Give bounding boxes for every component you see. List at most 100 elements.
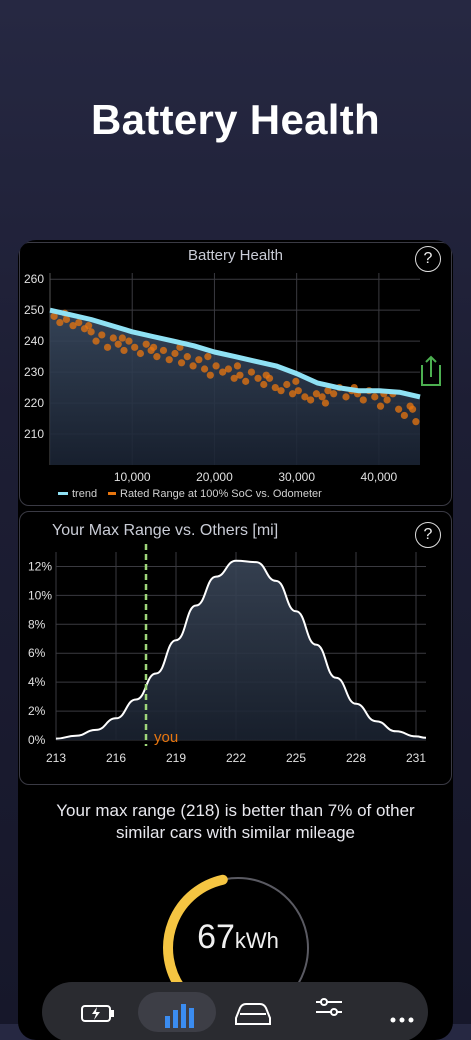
x-tick-label: 225 xyxy=(286,751,306,765)
data-point xyxy=(400,411,408,420)
x-tick-label: 30,000 xyxy=(278,470,315,484)
car-icon xyxy=(235,1003,271,1025)
battery-charging-icon xyxy=(81,1005,114,1022)
data-point xyxy=(230,374,238,382)
data-point xyxy=(103,343,112,351)
you-marker-label: you xyxy=(154,729,178,746)
summary-line-1: Your max range (218) is better than 7% o… xyxy=(56,801,415,820)
x-tick-label: 10,000 xyxy=(114,470,151,484)
x-tick-label: 231 xyxy=(406,751,426,765)
data-point xyxy=(294,387,302,395)
data-point xyxy=(412,418,420,426)
trend-line xyxy=(49,307,421,400)
x-tick-label: 216 xyxy=(106,751,126,765)
data-point xyxy=(395,405,403,413)
data-point xyxy=(409,405,417,413)
y-tick-label: 260 xyxy=(24,272,44,286)
data-point xyxy=(371,393,379,401)
data-point xyxy=(75,318,83,327)
data-point xyxy=(165,356,173,364)
data-point xyxy=(92,337,100,345)
summary-line-2: similar cars with similar mileage xyxy=(116,823,355,842)
data-point xyxy=(183,353,191,361)
tab-bar xyxy=(42,982,428,1040)
x-tick-label: 213 xyxy=(46,751,66,765)
y-tick-label: 12% xyxy=(28,559,52,573)
data-point xyxy=(118,334,126,342)
tab-battery[interactable] xyxy=(72,992,122,1032)
data-point xyxy=(292,377,300,385)
sliders-icon xyxy=(316,998,342,1016)
x-tick-label: 228 xyxy=(346,751,366,765)
x-tick-label: 222 xyxy=(226,751,246,765)
data-point xyxy=(120,346,128,355)
data-point xyxy=(236,371,244,379)
data-point xyxy=(171,349,179,358)
data-point xyxy=(233,362,242,370)
data-point xyxy=(271,383,279,392)
data-point xyxy=(330,390,338,398)
data-point xyxy=(62,315,71,324)
trend-area xyxy=(50,310,420,465)
data-point xyxy=(114,340,122,348)
data-point xyxy=(177,359,186,367)
y-tick-label: 6% xyxy=(28,646,46,660)
data-point xyxy=(136,349,145,358)
tab-stats[interactable] xyxy=(138,992,216,1032)
share-icon xyxy=(421,355,441,386)
y-tick-label: 10% xyxy=(28,588,52,602)
x-tick-label: 219 xyxy=(166,751,186,765)
battery-health-chart: 210 220 230 240 250 260 10,000 20,000 30,000 40,0… xyxy=(24,272,441,500)
help-button[interactable]: ? xyxy=(415,246,441,272)
legend-points-label: Rated Range at 100% SoC vs. Odometer xyxy=(120,488,322,500)
battery-health-card: Battery Health ? 210 220 230 240 250 260 10,00… xyxy=(19,242,452,506)
data-point xyxy=(125,337,133,345)
gauge-arc xyxy=(163,874,309,994)
data-point xyxy=(206,371,214,379)
data-point xyxy=(159,346,168,355)
data-point xyxy=(204,353,212,361)
data-point xyxy=(98,331,106,339)
data-point xyxy=(85,322,93,330)
y-tick-label: 240 xyxy=(24,334,44,348)
data-point xyxy=(200,365,209,373)
tab-settings[interactable] xyxy=(304,992,354,1032)
data-point xyxy=(262,371,270,379)
data-point xyxy=(359,396,367,404)
data-point xyxy=(87,328,95,336)
y-tick-label: 230 xyxy=(24,365,44,379)
x-tick-label: 20,000 xyxy=(196,470,233,484)
data-point xyxy=(321,399,330,407)
data-point xyxy=(254,374,262,382)
data-point xyxy=(247,368,256,376)
data-point xyxy=(318,393,326,401)
y-tick-label: 220 xyxy=(24,396,44,410)
battery-health-chart-title: Battery Health xyxy=(187,247,284,264)
y-tick-label: 4% xyxy=(28,675,46,689)
data-point xyxy=(212,362,220,370)
data-point xyxy=(288,390,297,398)
legend-points-swatch xyxy=(108,492,116,495)
range-summary: Your max range (218) is better than 7% o… xyxy=(18,800,453,844)
y-tick-label: 250 xyxy=(24,303,44,317)
data-point xyxy=(142,340,150,348)
distribution-curve xyxy=(55,559,427,740)
tab-more[interactable] xyxy=(378,992,428,1032)
y-tick-label: 0% xyxy=(28,733,46,747)
gauge-value: 67kWh xyxy=(128,918,348,957)
more-icon xyxy=(390,1017,414,1023)
distribution-area xyxy=(56,560,426,740)
data-point xyxy=(131,343,139,351)
data-point xyxy=(376,402,385,410)
gauge-fill xyxy=(163,874,228,994)
data-point xyxy=(307,396,315,404)
data-point xyxy=(153,353,161,361)
data-point xyxy=(219,368,227,376)
help-button[interactable]: ? xyxy=(415,522,441,548)
app-screen: Battery Health ? 210 220 230 240 250 260 10,00… xyxy=(18,240,453,1040)
data-point xyxy=(50,312,58,320)
tab-vehicle[interactable] xyxy=(228,992,278,1032)
data-point xyxy=(195,356,203,364)
capacity-gauge: 67kWh xyxy=(128,858,348,998)
range-comparison-card: Your Max Range vs. Others [mi] ? 0% 2% 4% 6… xyxy=(19,511,452,785)
